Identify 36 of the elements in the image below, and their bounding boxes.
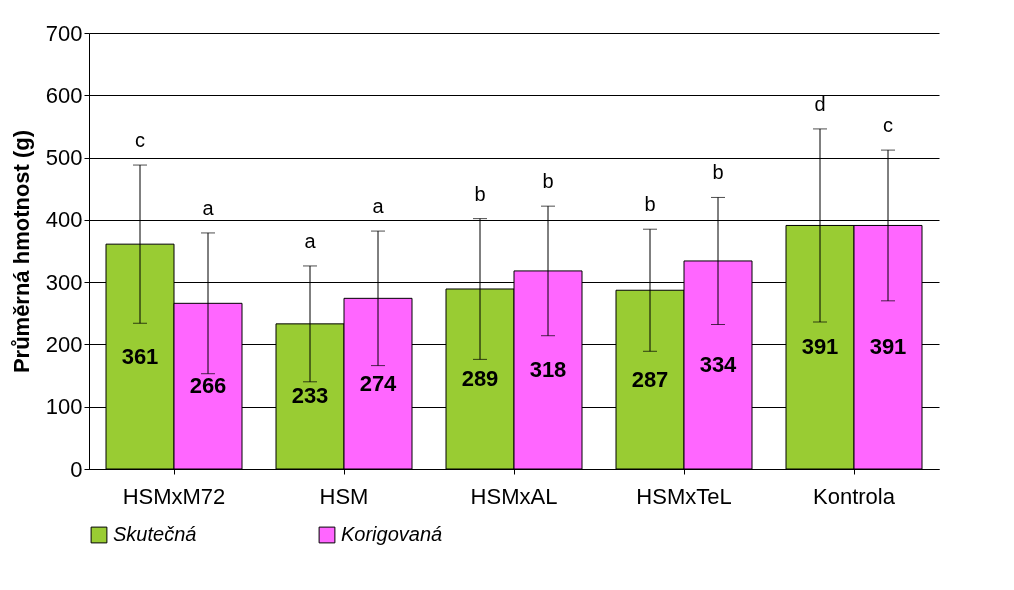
data-label: 287 [631,366,669,392]
annotation: b [644,193,656,216]
x-tick-label: HSMxM72 [122,483,226,509]
y-tick-label: 500 [45,145,83,171]
x-tick-label: HSMxTeL [636,483,732,509]
y-tick-label: 100 [45,394,83,420]
x-tick-label: Kontrola [813,483,896,509]
annotation: a [304,229,317,252]
legend-label: Korigovaná [341,523,443,545]
x-tick-label: HSM [319,483,369,509]
data-label: 266 [189,373,227,399]
data-label: 391 [801,334,839,360]
data-label: 233 [291,383,329,409]
data-label: 334 [699,351,738,377]
data-label: 289 [461,366,499,391]
y-tick-label: 700 [45,20,83,46]
annotation: b [474,182,486,205]
annotation: b [712,161,724,184]
data-label: 274 [359,370,398,396]
annotation: a [372,195,385,218]
x-tick-label: HSMxAL [470,483,558,509]
y-axis-title: Průměrná hmotnost (g) [8,129,34,374]
y-tick-label: 400 [45,207,83,233]
annotation: c [135,129,145,152]
legend-label: Skutečná [113,523,197,545]
data-label: 391 [869,334,907,360]
y-tick-label: 0 [70,456,83,482]
annotation: c [883,114,893,137]
annotation: b [542,170,554,193]
annotation: d [814,92,826,115]
data-label: 318 [529,356,567,382]
data-label: 361 [121,343,159,369]
y-tick-label: 300 [45,269,83,295]
y-tick-label: 200 [45,331,83,357]
annotation: a [202,196,215,219]
y-tick-label: 600 [45,82,83,108]
